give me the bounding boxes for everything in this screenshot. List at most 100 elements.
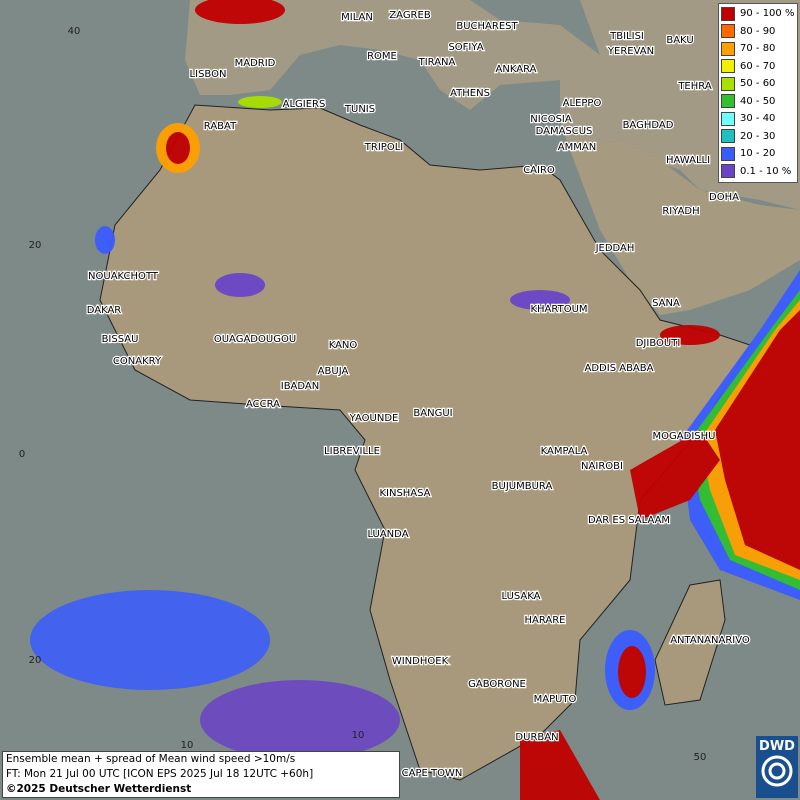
city-label: DAR ES SALAAM <box>588 515 670 526</box>
land <box>654 579 726 706</box>
legend-entry: 30 - 40 <box>719 110 797 128</box>
land <box>185 0 600 110</box>
city-label: MAPUTO <box>534 694 577 705</box>
city-label: KAMPALA <box>541 446 588 457</box>
city-label: JEDDAH <box>595 243 635 254</box>
city-label: YEREVAN <box>607 46 654 57</box>
city-label: BUCHAREST <box>456 21 518 32</box>
land <box>570 140 800 315</box>
city-label: DAKAR <box>87 305 122 316</box>
legend-swatch <box>721 24 735 39</box>
lon-label: 50 <box>694 752 707 763</box>
city-label: KHARTOUM <box>530 304 587 315</box>
city-label: NOUAKCHOTT <box>88 271 159 282</box>
city-label: WINDHOEK <box>392 656 449 667</box>
city-label: ACCRA <box>246 399 280 410</box>
city-label: YAOUNDE <box>349 413 399 424</box>
city-label: TIRANA <box>418 57 456 68</box>
city-label: KANO <box>329 340 358 351</box>
legend-label: 10 - 20 <box>740 148 776 160</box>
legend-swatch <box>721 59 735 74</box>
city-label: AMMAN <box>558 142 596 153</box>
lon-label: 10 <box>352 730 365 741</box>
city-label: TBILISI <box>609 31 644 42</box>
land <box>99 104 751 781</box>
city-label: TUNIS <box>344 104 375 115</box>
city-label: ROME <box>367 51 397 62</box>
city-label: LIBREVILLE <box>324 446 380 457</box>
legend-label: 80 - 90 <box>740 25 776 37</box>
city-label: SOFIYA <box>448 42 483 53</box>
legend-label: 70 - 80 <box>740 43 776 55</box>
legend-swatch <box>721 164 735 179</box>
legend-swatch <box>721 129 735 144</box>
city-label: RIYADH <box>662 206 699 217</box>
city-label: OUAGADOUGOU <box>214 334 296 345</box>
city-label: CAPE TOWN <box>402 768 463 779</box>
logo: DWD <box>756 736 798 798</box>
lon-label: 10 <box>181 740 194 751</box>
city-label: TRIPOLI <box>364 142 403 153</box>
city-label: BUJUMBURA <box>492 481 553 492</box>
legend-swatch <box>721 111 735 126</box>
logo-text: DWD <box>759 739 795 754</box>
city-label: BANGUI <box>413 408 452 419</box>
city-label: LISBON <box>190 69 227 80</box>
wind-areas <box>30 0 800 800</box>
city-label: HAWALLI <box>666 155 710 166</box>
city-label: BISSAU <box>102 334 139 345</box>
city-label: NICOSIA <box>530 114 572 125</box>
city-label: IBADAN <box>281 381 320 392</box>
legend-label: 30 - 40 <box>740 113 776 125</box>
legend-label: 0.1 - 10 % <box>740 165 792 177</box>
city-label: ZAGREB <box>389 10 431 21</box>
legend-swatch <box>721 94 735 109</box>
legend-label: 60 - 70 <box>740 60 776 72</box>
city-label: BAGHDAD <box>623 120 674 131</box>
city-label: NAIROBI <box>581 461 623 472</box>
legend-entry: 80 - 90 <box>719 23 797 41</box>
city-label: TEHRA <box>677 81 711 92</box>
info-line: ©2025 Deutscher Wetterdienst <box>6 783 192 795</box>
city-label: RABAT <box>204 121 237 132</box>
city-label: ANKARA <box>496 64 537 75</box>
city-label: ATHENS <box>450 88 490 99</box>
city-label: DJIBOUTI <box>636 338 681 349</box>
lat-label: 20 <box>29 240 42 251</box>
city-label: SANA <box>652 298 680 309</box>
logo-icon <box>761 755 793 787</box>
legend-label: 40 - 50 <box>740 95 776 107</box>
legend-entry: 70 - 80 <box>719 40 797 58</box>
legend: 90 - 100 % 80 - 90 70 - 80 60 - 70 50 - 60 40… <box>718 3 798 183</box>
city-label: ANTANANARIVO <box>670 635 750 646</box>
legend-entry: 60 - 70 <box>719 58 797 76</box>
city-label: LUSAKA <box>502 591 541 602</box>
legend-swatch <box>721 41 735 56</box>
legend-entry: 20 - 30 <box>719 128 797 146</box>
legend-swatch <box>721 146 735 161</box>
lat-label: 0 <box>19 449 25 460</box>
info-box: Ensemble mean + spread of Mean wind spee… <box>2 751 400 798</box>
legend-entry: 10 - 20 <box>719 145 797 163</box>
city-label: ALEPPO <box>563 98 602 109</box>
city-label: GABORONE <box>468 679 526 690</box>
city-label: DURBAN <box>515 732 558 743</box>
city-label: CONAKRY <box>113 356 162 367</box>
legend-entry: 50 - 60 <box>719 75 797 93</box>
info-line: FT: Mon 21 Jul 00 UTC [ICON EPS 2025 Jul… <box>6 768 314 780</box>
city-label: BAKU <box>666 35 693 46</box>
city-label: DOHA <box>709 192 739 203</box>
legend-entry: 40 - 50 <box>719 93 797 111</box>
legend-label: 20 - 30 <box>740 130 776 142</box>
lat-label: 40 <box>68 26 81 37</box>
legend-entry: 0.1 - 10 % <box>719 163 797 181</box>
city-label: MILAN <box>341 12 373 23</box>
info-line: Ensemble mean + spread of Mean wind spee… <box>6 753 296 765</box>
legend-entry: 90 - 100 % <box>719 5 797 23</box>
city-label: LUANDA <box>367 529 408 540</box>
legend-swatch <box>721 6 735 21</box>
city-label: KINSHASA <box>379 488 430 499</box>
city-label: DAMASCUS <box>536 126 593 137</box>
